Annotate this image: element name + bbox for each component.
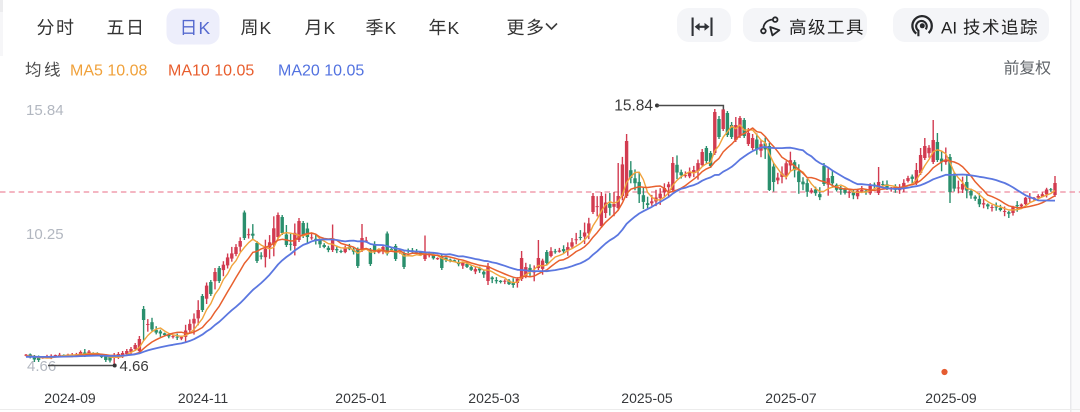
svg-text:2024-11: 2024-11 (178, 390, 229, 406)
svg-text:2025-01: 2025-01 (335, 390, 387, 406)
svg-text:2025-07: 2025-07 (765, 390, 817, 406)
svg-text:MA5 10.08: MA5 10.08 (70, 63, 147, 80)
svg-text:AI: AI (941, 19, 957, 38)
svg-text:15.84: 15.84 (614, 98, 653, 115)
svg-text:K: K (448, 18, 460, 38)
svg-text:2025-09: 2025-09 (925, 390, 977, 406)
svg-text:MA10 10.05: MA10 10.05 (168, 63, 254, 80)
svg-text:2025-05: 2025-05 (621, 390, 673, 406)
svg-text:K: K (385, 18, 397, 38)
svg-text:MA20 10.05: MA20 10.05 (278, 63, 364, 80)
svg-text:2025-03: 2025-03 (468, 390, 520, 406)
svg-text:10.25: 10.25 (26, 226, 64, 243)
svg-text:K: K (199, 18, 211, 38)
svg-text:4.66: 4.66 (27, 358, 56, 375)
svg-text:K: K (324, 18, 336, 38)
svg-text:15.84: 15.84 (26, 102, 64, 119)
svg-text:4.66: 4.66 (120, 358, 149, 375)
svg-text:2024-09: 2024-09 (44, 390, 96, 406)
svg-text:K: K (260, 18, 272, 38)
